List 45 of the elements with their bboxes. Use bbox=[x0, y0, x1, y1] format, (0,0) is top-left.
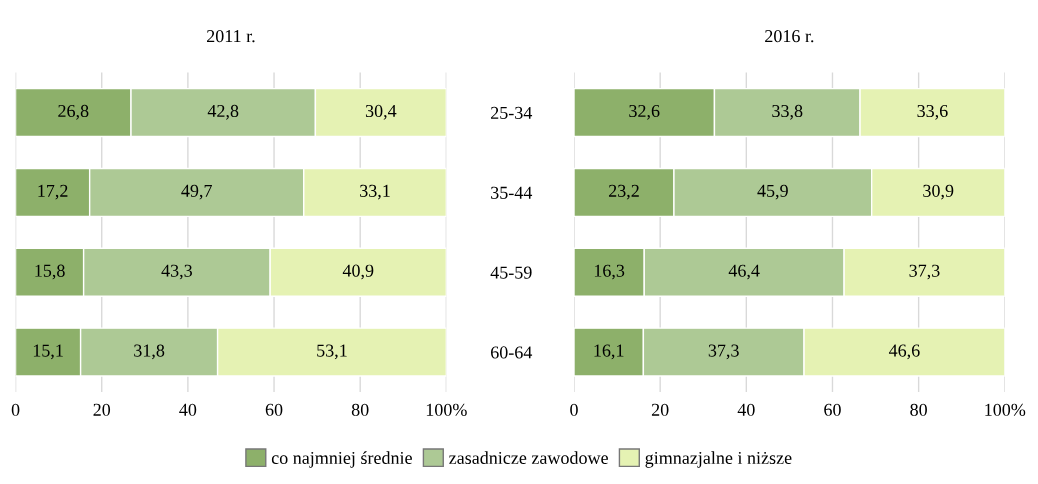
y-tick-label: 35-44 bbox=[491, 186, 533, 199]
x-tick-label: 80 bbox=[351, 403, 369, 416]
text: 33,8 bbox=[772, 104, 803, 120]
text: 32,6 bbox=[629, 104, 660, 120]
text: 37,3 bbox=[708, 344, 739, 360]
legend-label: co najmniej średnie bbox=[271, 451, 412, 468]
legend-label: gimnazjalne i niższe bbox=[645, 451, 792, 468]
x-tick-label: 20 bbox=[93, 403, 111, 416]
chart-title: 2011 r. bbox=[207, 30, 255, 43]
text: 53,1 bbox=[317, 344, 347, 360]
text: 15,8 bbox=[35, 264, 65, 280]
text: 31,8 bbox=[134, 344, 165, 360]
y-tick-label: 45-59 bbox=[490, 266, 532, 279]
text: 33,6 bbox=[917, 104, 948, 120]
text: 46,6 bbox=[888, 344, 920, 360]
text: 23,2 bbox=[608, 184, 639, 200]
x-tick-label: 60 bbox=[265, 403, 283, 416]
text: 45,9 bbox=[757, 184, 788, 200]
text: 15,1 bbox=[33, 344, 63, 360]
x-tick-label: 0 bbox=[570, 403, 578, 416]
text: 30,4 bbox=[365, 104, 397, 120]
x-tick-label: 40 bbox=[179, 403, 197, 416]
text: 16,1 bbox=[594, 344, 624, 360]
text: 30,9 bbox=[923, 184, 954, 200]
x-tick-label: 20 bbox=[651, 403, 669, 416]
x-tick-label: 60 bbox=[824, 403, 841, 416]
text: 17,2 bbox=[38, 184, 68, 200]
x-tick-label: 40 bbox=[737, 403, 755, 416]
x-tick-label: 0 bbox=[11, 403, 20, 416]
legend-label: zasadnicze zawodowe bbox=[449, 451, 608, 465]
text: 49,7 bbox=[181, 184, 212, 200]
text: 26,8 bbox=[58, 104, 89, 120]
text: 46,4 bbox=[728, 264, 760, 280]
text: 33,1 bbox=[360, 184, 390, 200]
text: 42,8 bbox=[207, 104, 239, 120]
y-tick-label: 60-64 bbox=[491, 346, 533, 359]
text: 37,3 bbox=[909, 264, 940, 280]
chart-title: 2016 r. bbox=[765, 30, 814, 43]
text: 43,3 bbox=[161, 264, 192, 280]
x-tick-label: 100% bbox=[426, 403, 467, 416]
x-tick-label: 80 bbox=[910, 403, 927, 416]
y-tick-label: 25-34 bbox=[491, 106, 533, 119]
x-tick-label: 100% bbox=[985, 403, 1026, 416]
text: 16,3 bbox=[594, 264, 625, 280]
text: 40,9 bbox=[342, 264, 374, 280]
